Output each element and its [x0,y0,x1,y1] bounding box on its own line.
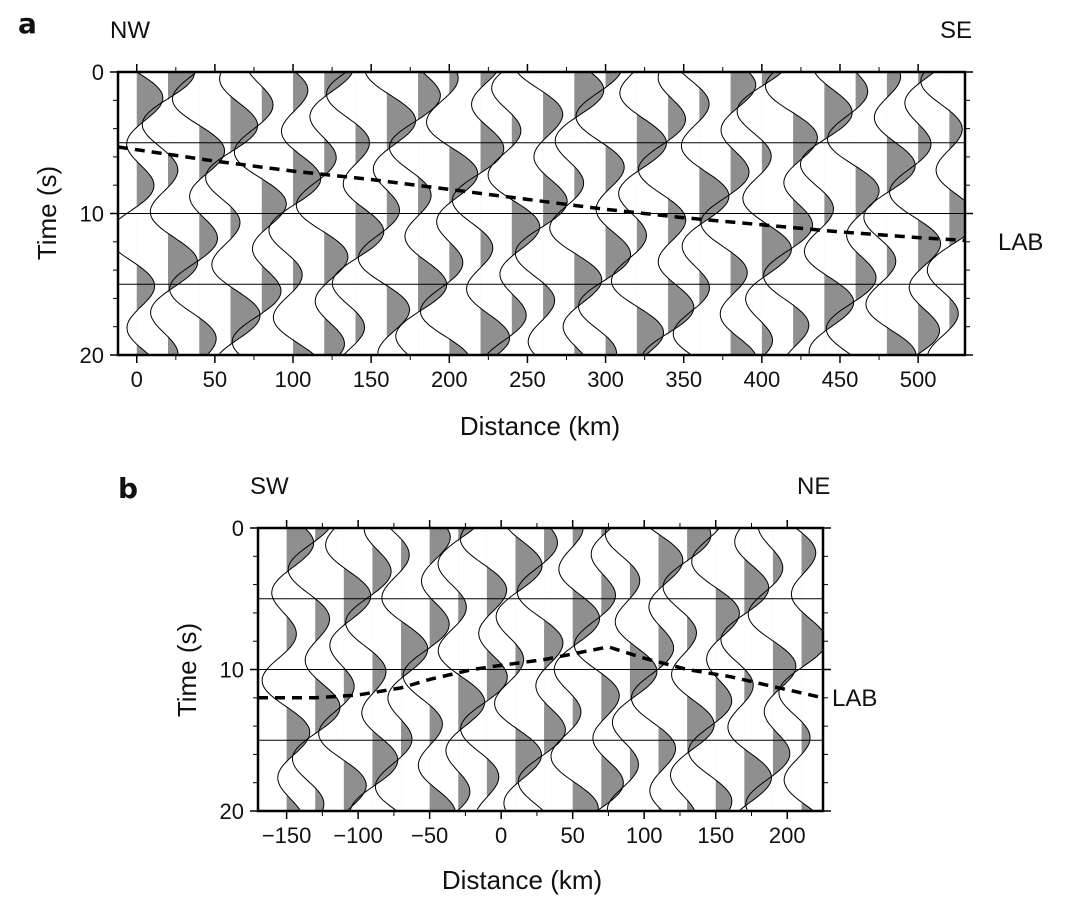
panel-a-lab-line [117,145,966,243]
x-tick-label: 500 [900,367,937,392]
x-tick-label: 450 [822,367,859,392]
trace-fill [458,528,485,811]
panel-a-xlabel: Distance (km) [460,411,620,441]
x-tick-label: 100 [275,367,312,392]
x-tick-label: 150 [697,823,734,848]
panel-a-letter: a [18,7,37,40]
panel-b-gridlines [258,598,823,741]
trace-fill [293,72,321,355]
panel-b: b SW NE −150 −100 −50 0 50 100 150 200 0 10 20 Dis… [118,472,877,895]
panel-b-axes: −150 −100 −50 0 50 100 150 200 0 10 20 [220,516,831,848]
x-tick-label: 150 [353,367,390,392]
y-tick-label: 0 [92,60,104,85]
x-tick-label: 400 [743,367,780,392]
panel-a-direction-right: SE [940,17,972,44]
x-tick-label: 350 [665,367,702,392]
y-tick-label: 20 [80,343,104,368]
panel-b-lab-label: LAB [832,685,877,712]
panel-a-direction-left: NW [110,17,150,44]
trace-fill [324,72,353,355]
trace-fill [761,72,792,355]
panel-a-gridlines [118,142,965,285]
panel-b-direction-right: NE [797,473,830,500]
panel-a-ylabel: Time (s) [32,166,62,260]
lab-series-line [117,145,966,243]
x-tick-label: −50 [411,823,448,848]
x-tick-label: 0 [495,823,507,848]
panel-b-letter: b [118,472,138,505]
panel-b-lab-line [258,645,824,700]
panel-a-axes: 0 50 100 150 200 250 300 350 400 450 500 0 10 20 [80,60,973,392]
x-tick-label: 300 [587,367,624,392]
y-tick-label: 10 [220,658,244,683]
x-tick-label: 50 [560,823,584,848]
x-tick-label: −150 [262,823,312,848]
y-tick-label: 10 [80,202,104,227]
trace-line [920,72,965,355]
x-tick-label: 50 [203,367,227,392]
x-tick-label: 200 [431,367,468,392]
x-tick-label: 100 [626,823,663,848]
y-tick-label: 0 [232,516,244,541]
lab-series-line [258,645,824,700]
x-tick-label: −100 [333,823,383,848]
panel-b-ylabel: Time (s) [172,623,202,717]
panel-b-direction-left: SW [250,473,289,500]
y-tick-label: 20 [220,799,244,824]
trace-fill [429,528,456,811]
panel-b-xlabel: Distance (km) [442,865,602,895]
panel-a-lab-label: LAB [998,229,1043,256]
x-tick-label: 200 [769,823,806,848]
panel-a: a NW SE 0 50 100 150 200 250 300 350 400 450 500 0 1… [18,7,1043,441]
x-tick-label: 250 [509,367,546,392]
x-tick-label: 0 [131,367,143,392]
